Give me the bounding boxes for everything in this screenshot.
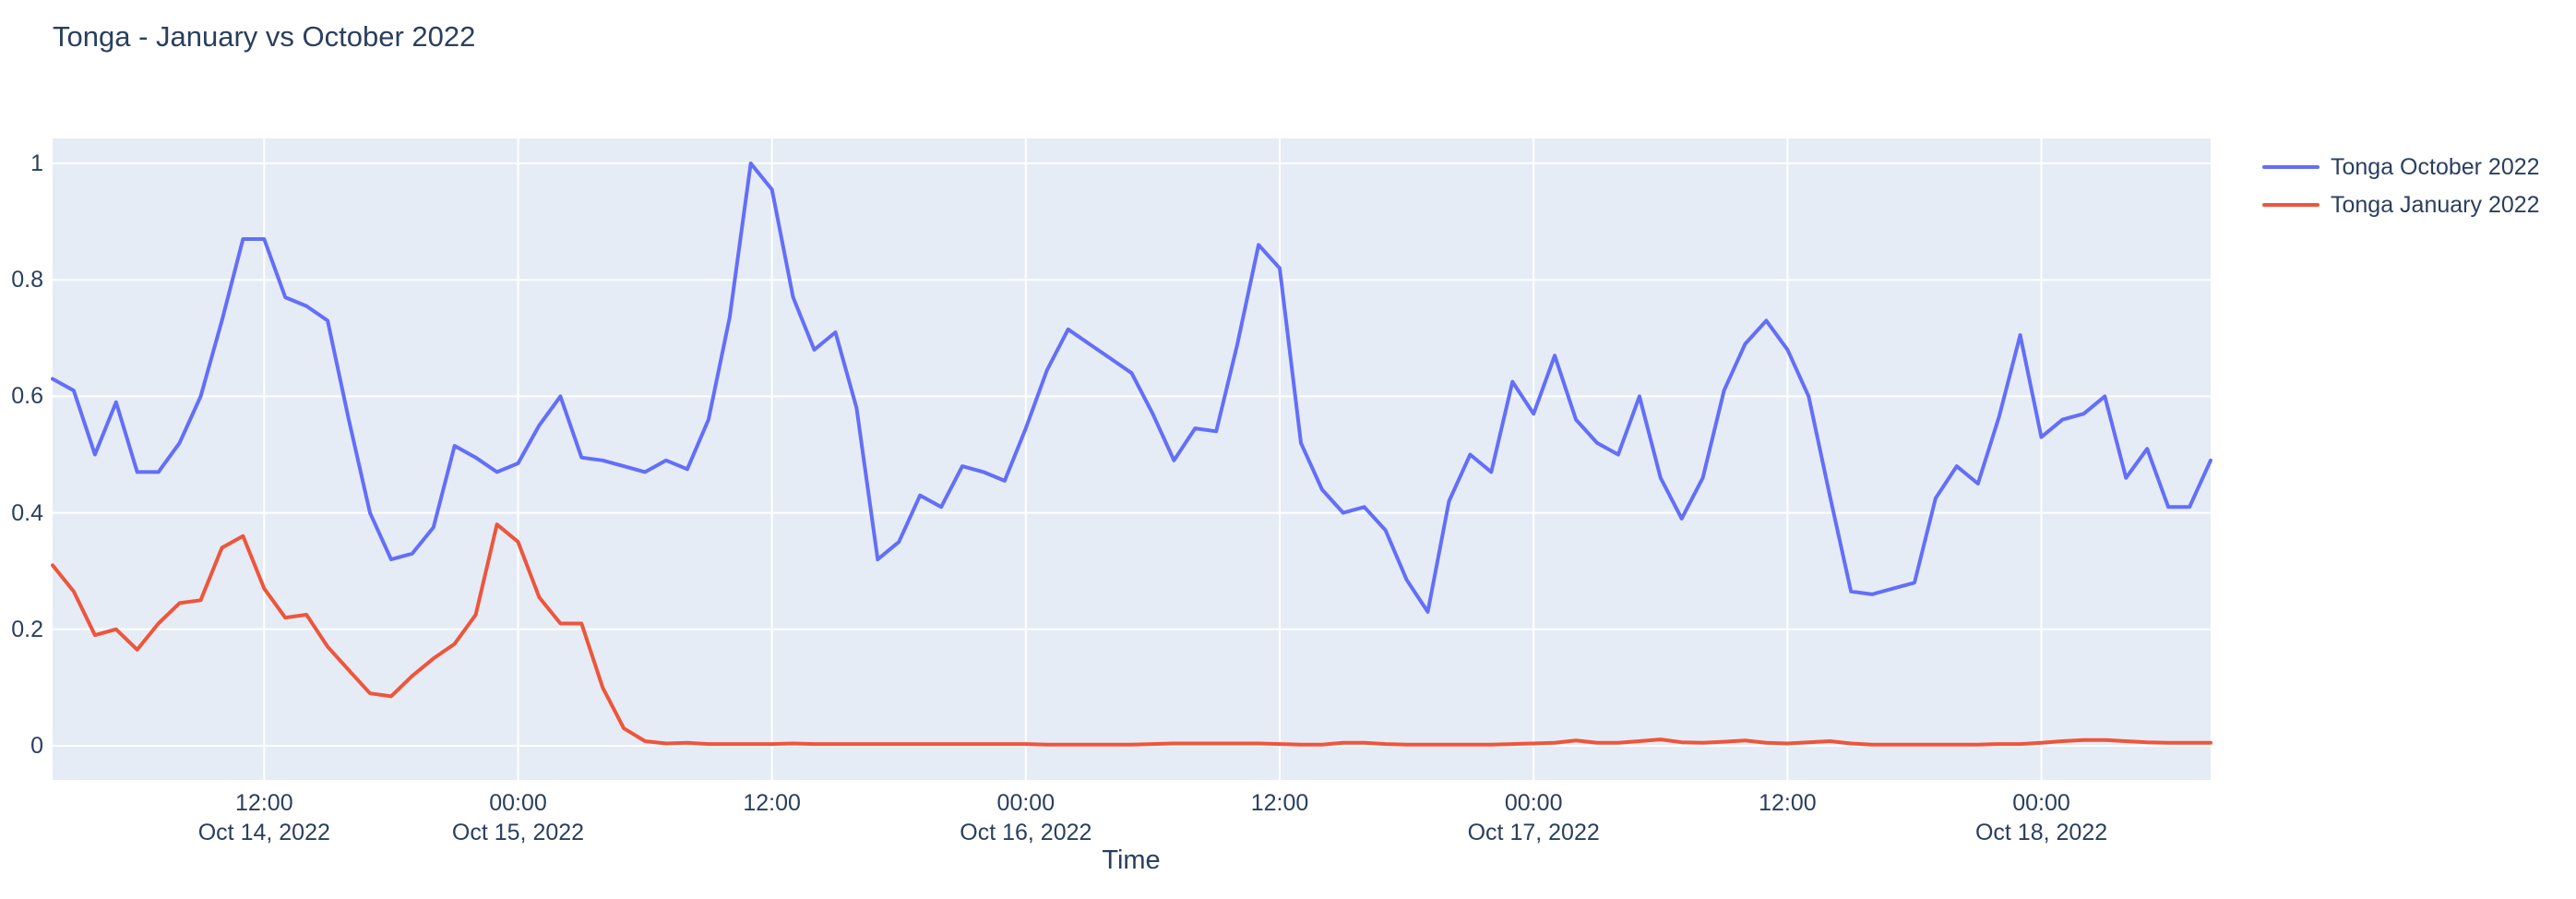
x-tick-time: 00:00 <box>996 790 1055 816</box>
y-tick-label: 0.8 <box>11 267 43 294</box>
legend-line-swatch <box>2262 165 2320 169</box>
x-tick-time: 12:00 <box>1759 790 1817 816</box>
x-tick-date: Oct 14, 2022 <box>197 820 330 845</box>
y-tick-label: 0.2 <box>11 616 43 642</box>
x-tick-time: 12:00 <box>1250 790 1309 816</box>
gridlines <box>53 138 2211 780</box>
x-tick-date: Oct 18, 2022 <box>1974 820 2108 845</box>
x-axis-title: Time <box>1102 845 1161 875</box>
x-tick-date: Oct 17, 2022 <box>1467 820 1600 845</box>
legend-item-tonga-january-2022[interactable]: Tonga January 2022 <box>2262 191 2540 219</box>
series-line-tonga-january-2022[interactable] <box>51 522 2212 747</box>
series-line-tonga-october-2022[interactable] <box>51 162 2212 614</box>
legend-item-label: Tonga January 2022 <box>2331 191 2540 218</box>
legend-item-tonga-october-2022[interactable]: Tonga October 2022 <box>2262 153 2540 181</box>
y-tick-label: 0 <box>30 733 43 759</box>
legend-line-swatch <box>2262 203 2320 207</box>
x-tick-time: 12:00 <box>743 790 801 816</box>
y-tick-label: 0.6 <box>11 383 43 410</box>
x-tick-date: Oct 15, 2022 <box>451 820 585 845</box>
chart-title: Tonga - January vs October 2022 <box>53 20 476 53</box>
x-tick-date: Oct 16, 2022 <box>960 820 1092 845</box>
x-tick-time: 00:00 <box>489 790 547 816</box>
plot-background[interactable] <box>53 138 2211 780</box>
x-tick-time: 00:00 <box>2012 790 2070 816</box>
y-tick-label: 1 <box>30 150 43 176</box>
legend: Tonga October 2022 Tonga January 2022 <box>2262 153 2540 229</box>
legend-item-label: Tonga October 2022 <box>2331 153 2540 180</box>
y-tick-label: 0.4 <box>11 499 43 526</box>
x-tick-time: 12:00 <box>235 790 293 816</box>
x-tick-time: 00:00 <box>1504 790 1563 816</box>
